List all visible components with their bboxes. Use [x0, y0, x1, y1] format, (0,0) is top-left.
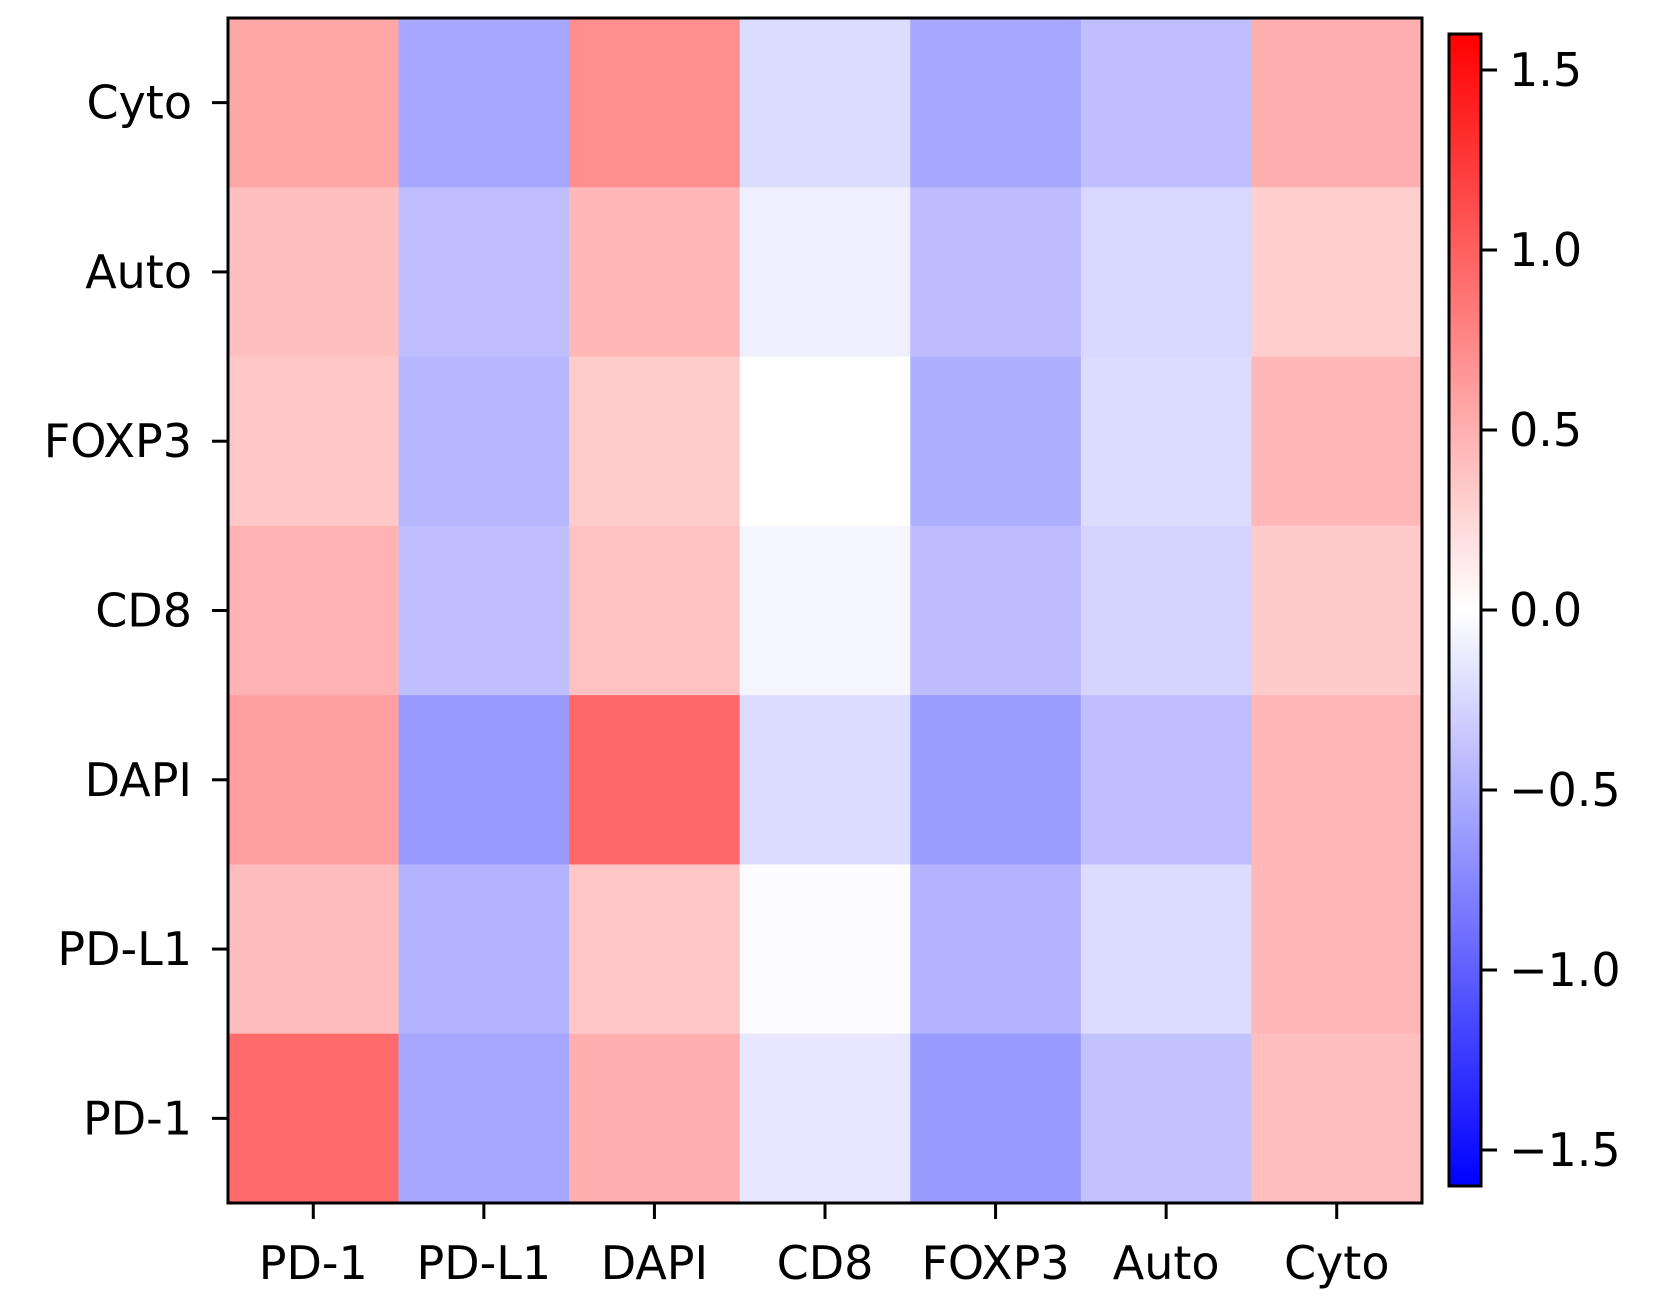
heatmap-cell-cyto-pd-1	[228, 18, 400, 188]
heatmap-cell-auto-pd-1	[228, 187, 400, 358]
heatmap-cell-dapi-foxp3	[910, 695, 1082, 866]
heatmap-cell-cd8-auto	[1080, 525, 1253, 696]
colorbar-tick-label: 1.0	[1509, 223, 1582, 277]
heatmap-cell-cyto-auto	[1080, 18, 1253, 188]
heatmap-cell-pd-1-auto	[1080, 1033, 1253, 1204]
colorbar-tick-label: 0.5	[1509, 403, 1582, 457]
heatmap-cell-pd-l1-pd-1	[228, 864, 400, 1035]
x-tick-label: FOXP3	[921, 1236, 1069, 1290]
heatmap-cell-foxp3-pd-1	[228, 356, 400, 527]
heatmap-cell-auto-auto	[1080, 187, 1253, 358]
heatmap-cell-pd-1-cd8	[739, 1033, 911, 1204]
heatmap-cell-foxp3-auto	[1080, 356, 1253, 527]
heatmap-cell-pd-l1-auto	[1080, 864, 1253, 1035]
y-tick-label: DAPI	[85, 753, 192, 807]
colorbar-tick-label: −1.5	[1509, 1123, 1621, 1177]
heatmap-cell-pd-1-foxp3	[910, 1033, 1082, 1204]
heatmap-cell-auto-dapi	[569, 187, 741, 358]
heatmap-cell-pd-1-pd-l1	[398, 1033, 570, 1204]
heatmap-cell-auto-cyto	[1251, 187, 1423, 358]
x-tick-label: Auto	[1113, 1236, 1220, 1290]
heatmap-cell-cd8-foxp3	[910, 525, 1082, 696]
heatmap-cell-pd-l1-cd8	[739, 864, 911, 1035]
heatmap-cell-cyto-cyto	[1251, 18, 1423, 188]
heatmap-cell-pd-l1-cyto	[1251, 864, 1423, 1035]
heatmap-cell-cd8-pd-l1	[398, 525, 570, 696]
colorbar-tick-label: −1.0	[1509, 943, 1621, 997]
x-axis: PD-1 PD-L1 DAPI CD8 FOXP3 Auto Cyto	[259, 1203, 1390, 1290]
heatmap-cell-auto-pd-l1	[398, 187, 570, 358]
heatmap-cell-dapi-pd-1	[228, 695, 400, 866]
colorbar-axis: 1.5 1.0 0.5 0.0 −0.5 −1.0 −1.5	[1481, 43, 1621, 1177]
colorbar	[1447, 32, 1483, 1188]
heatmap-cell-cyto-dapi	[569, 18, 741, 188]
heatmap-cell-dapi-auto	[1080, 695, 1253, 866]
heatmap-cell-cd8-cyto	[1251, 525, 1423, 696]
colorbar-tick-label: 1.5	[1509, 43, 1582, 97]
x-tick-label: CD8	[777, 1236, 874, 1290]
heatmap-cell-foxp3-cyto	[1251, 356, 1423, 527]
y-tick-label: PD-L1	[57, 922, 192, 976]
heatmap-cell-dapi-dapi	[569, 695, 741, 866]
colorbar-tick-label: −0.5	[1509, 763, 1621, 817]
heatmap-cell-pd-l1-dapi	[569, 864, 741, 1035]
x-tick-label: PD-L1	[417, 1236, 552, 1290]
heatmap-cell-dapi-cyto	[1251, 695, 1423, 866]
heatmap-cell-auto-cd8	[739, 187, 911, 358]
y-tick-label: CD8	[95, 584, 192, 638]
heatmap-cell-foxp3-cd8	[739, 356, 911, 527]
x-tick-label: Cyto	[1284, 1236, 1390, 1290]
heatmap-cell-dapi-cd8	[739, 695, 911, 866]
heatmap-cell-foxp3-foxp3	[910, 356, 1082, 527]
x-tick-label: PD-1	[259, 1236, 368, 1290]
heatmap-cell-cd8-dapi	[569, 525, 741, 696]
heatmap-cell-cd8-cd8	[739, 525, 911, 696]
colorbar-tick-label: 0.0	[1509, 583, 1582, 637]
heatmap-cell-foxp3-dapi	[569, 356, 741, 527]
heatmap-cell-foxp3-pd-l1	[398, 356, 570, 527]
heatmap-cell-dapi-pd-l1	[398, 695, 570, 866]
heatmap-cells	[228, 18, 1423, 1204]
heatmap-cell-pd-1-dapi	[569, 1033, 741, 1204]
y-tick-label: FOXP3	[44, 414, 192, 468]
heatmap-cell-cyto-foxp3	[910, 18, 1082, 188]
heatmap-cell-pd-1-cyto	[1251, 1033, 1423, 1204]
y-tick-label: PD-1	[83, 1091, 192, 1145]
heatmap-cell-cd8-pd-1	[228, 525, 400, 696]
x-tick-label: DAPI	[601, 1236, 708, 1290]
y-tick-label: Cyto	[86, 76, 192, 130]
y-axis: Cyto Auto FOXP3 CD8 DAPI PD-L1 PD-1	[44, 76, 228, 1145]
heatmap-cell-cyto-cd8	[739, 18, 911, 188]
heatmap-cell-cyto-pd-l1	[398, 18, 570, 188]
heatmap-cell-pd-l1-foxp3	[910, 864, 1082, 1035]
y-tick-label: Auto	[85, 245, 192, 299]
heatmap-cell-auto-foxp3	[910, 187, 1082, 358]
heatmap-cell-pd-l1-pd-l1	[398, 864, 570, 1035]
heatmap-cell-pd-1-pd-1	[228, 1033, 400, 1204]
